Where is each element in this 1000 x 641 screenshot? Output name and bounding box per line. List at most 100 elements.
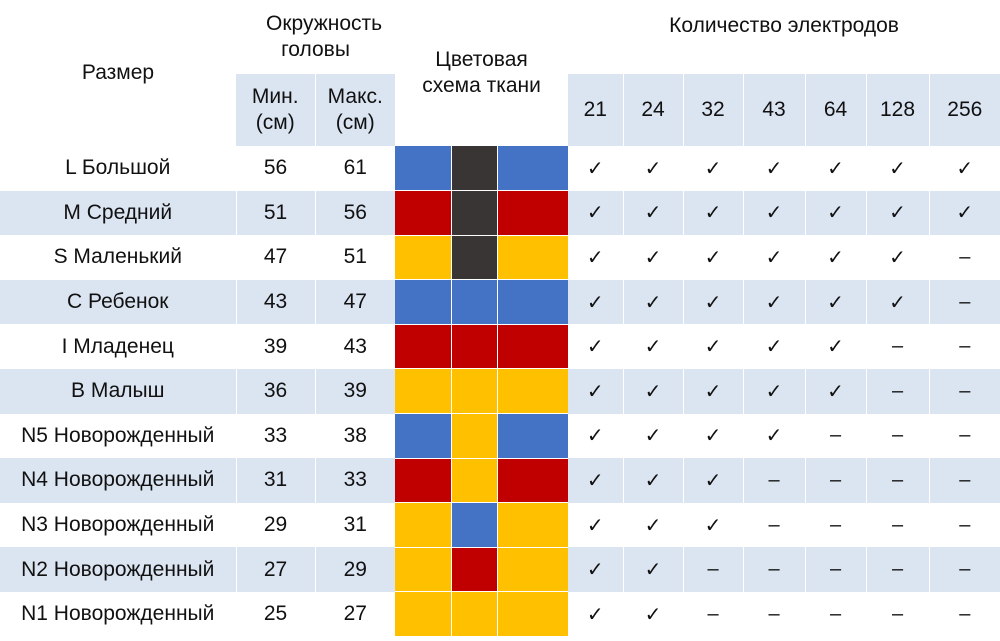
table-row: M Средний 51 56 ✓ ✓ ✓ ✓ ✓ ✓ ✓ bbox=[0, 190, 1000, 236]
electrode-mark: ✓ bbox=[622, 458, 684, 503]
electrode-mark: ✓ bbox=[682, 146, 744, 191]
electrode-mark: – bbox=[804, 591, 867, 637]
max-circumference: 39 bbox=[314, 368, 396, 414]
size-label: I Младенец bbox=[61, 334, 174, 358]
electrode-mark: – bbox=[804, 547, 867, 592]
electrode-mark: – bbox=[682, 591, 744, 637]
electrode-mark: ✓ bbox=[622, 190, 684, 236]
min-circumference: 33 bbox=[235, 413, 315, 459]
electrode-count-header: 128 bbox=[865, 74, 930, 146]
electrode-mark: ✓ bbox=[804, 190, 867, 236]
header-max: Макс. (см) bbox=[314, 74, 396, 146]
electrode-mark: – bbox=[742, 502, 806, 548]
electrode-mark: ✓ bbox=[928, 190, 1000, 236]
max-circumference: 33 bbox=[314, 458, 396, 503]
electrode-count-header: 24 bbox=[622, 74, 684, 146]
electrode-mark: ✓ bbox=[742, 368, 806, 414]
max-circumference: 56 bbox=[314, 190, 396, 236]
max-circumference: 31 bbox=[314, 502, 396, 548]
fabric-swatch bbox=[497, 502, 569, 548]
fabric-swatch bbox=[497, 591, 569, 638]
fabric-swatch bbox=[497, 190, 569, 236]
electrode-mark: – bbox=[742, 547, 806, 592]
table-row: I Младенец 39 43 ✓ ✓ ✓ ✓ ✓ – – bbox=[0, 324, 1000, 370]
table-row: N2 Новорожденный 27 29 ✓ ✓ – – – – – bbox=[0, 547, 1000, 593]
electrode-mark: ✓ bbox=[568, 279, 624, 325]
max-circumference: 43 bbox=[314, 324, 396, 369]
min-circumference: 47 bbox=[235, 235, 315, 280]
electrode-mark: ✓ bbox=[742, 324, 806, 369]
fabric-swatch bbox=[450, 235, 498, 281]
electrode-mark: ✓ bbox=[928, 146, 1000, 191]
electrode-mark: – bbox=[865, 591, 930, 637]
max-circumference: 61 bbox=[314, 146, 396, 191]
electrode-mark: ✓ bbox=[804, 235, 867, 280]
electrode-mark: – bbox=[865, 502, 930, 548]
electrode-mark: ✓ bbox=[865, 235, 930, 280]
size-label: C Ребенок bbox=[0, 279, 236, 325]
electrode-mark: ✓ bbox=[804, 279, 867, 325]
electrode-mark: ✓ bbox=[682, 324, 744, 369]
header-size: Размер bbox=[81, 61, 155, 84]
min-circumference: 25 bbox=[235, 591, 315, 637]
fabric-swatch bbox=[395, 190, 452, 236]
fabric-swatch bbox=[395, 279, 452, 325]
electrode-count-header: 256 bbox=[928, 74, 1000, 146]
electrode-mark: ✓ bbox=[742, 279, 806, 325]
fabric-swatch bbox=[450, 146, 498, 192]
electrode-mark: – bbox=[804, 502, 867, 548]
header-electrodes: Количество электродов bbox=[669, 14, 899, 37]
electrode-mark: – bbox=[928, 458, 1000, 503]
electrode-count-header: 64 bbox=[804, 74, 867, 146]
electrode-mark: ✓ bbox=[622, 368, 684, 414]
electrode-mark: – bbox=[865, 458, 930, 503]
electrode-mark: ✓ bbox=[586, 514, 604, 537]
fabric-swatch bbox=[450, 502, 498, 548]
max-circumference: 29 bbox=[314, 547, 396, 592]
fabric-swatch bbox=[497, 368, 569, 415]
electrode-mark: ✓ bbox=[742, 146, 806, 191]
electrode-mark: – bbox=[928, 235, 1000, 280]
fabric-swatch bbox=[395, 591, 452, 638]
size-label: N3 Новорожденный bbox=[21, 513, 215, 537]
electrode-mark: – bbox=[742, 591, 806, 637]
fabric-swatch bbox=[450, 591, 498, 638]
electrode-mark: ✓ bbox=[568, 190, 624, 236]
electrode-mark: ✓ bbox=[568, 547, 624, 592]
size-label: N2 Новорожденный bbox=[0, 547, 236, 592]
table-row: N3 Новорожденный 29 31 ✓ ✓ ✓ – – – – bbox=[0, 502, 1000, 548]
table-row: N5 Новорожденный 33 38 ✓ ✓ ✓ ✓ – – – bbox=[0, 413, 1000, 459]
electrode-mark: ✓ bbox=[865, 146, 930, 191]
size-label: N5 Новорожденный bbox=[21, 423, 215, 447]
electrode-mark: ✓ bbox=[586, 157, 604, 180]
electrode-mark: ✓ bbox=[622, 502, 684, 548]
electrode-mark: ✓ bbox=[568, 368, 624, 414]
header-color-scheme: Цветовая схема ткани bbox=[422, 48, 541, 97]
electrode-count-header: 43 bbox=[742, 74, 806, 146]
max-circumference: 51 bbox=[314, 235, 396, 280]
size-label: N4 Новорожденный bbox=[0, 458, 236, 503]
fabric-swatch bbox=[497, 279, 569, 325]
electrode-mark: – bbox=[928, 279, 1000, 325]
electrode-mark: – bbox=[928, 591, 1000, 637]
electrode-mark: – bbox=[865, 547, 930, 592]
fabric-swatch bbox=[497, 235, 569, 281]
electrode-mark: – bbox=[682, 547, 744, 592]
size-label: N1 Новорожденный bbox=[21, 602, 215, 626]
max-circumference: 27 bbox=[314, 591, 396, 637]
electrode-mark: – bbox=[928, 324, 1000, 369]
electrode-mark: ✓ bbox=[804, 324, 867, 369]
fabric-swatch bbox=[395, 413, 452, 459]
electrode-mark: – bbox=[865, 413, 930, 459]
fabric-swatch bbox=[395, 458, 452, 504]
electrode-mark: ✓ bbox=[682, 279, 744, 325]
fabric-swatch bbox=[395, 235, 452, 281]
electrode-mark: ✓ bbox=[682, 190, 744, 236]
fabric-swatch bbox=[450, 413, 498, 459]
electrode-mark: ✓ bbox=[622, 591, 684, 637]
electrode-mark: ✓ bbox=[586, 336, 604, 359]
table-body: L Большой 56 61 ✓ ✓ ✓ ✓ ✓ ✓ ✓ M Средний 51 56 ✓ ✓ ✓ ✓ ✓ ✓ ✓… bbox=[0, 146, 1000, 638]
table-row: L Большой 56 61 ✓ ✓ ✓ ✓ ✓ ✓ ✓ bbox=[0, 146, 1000, 192]
electrode-mark: – bbox=[928, 547, 1000, 592]
